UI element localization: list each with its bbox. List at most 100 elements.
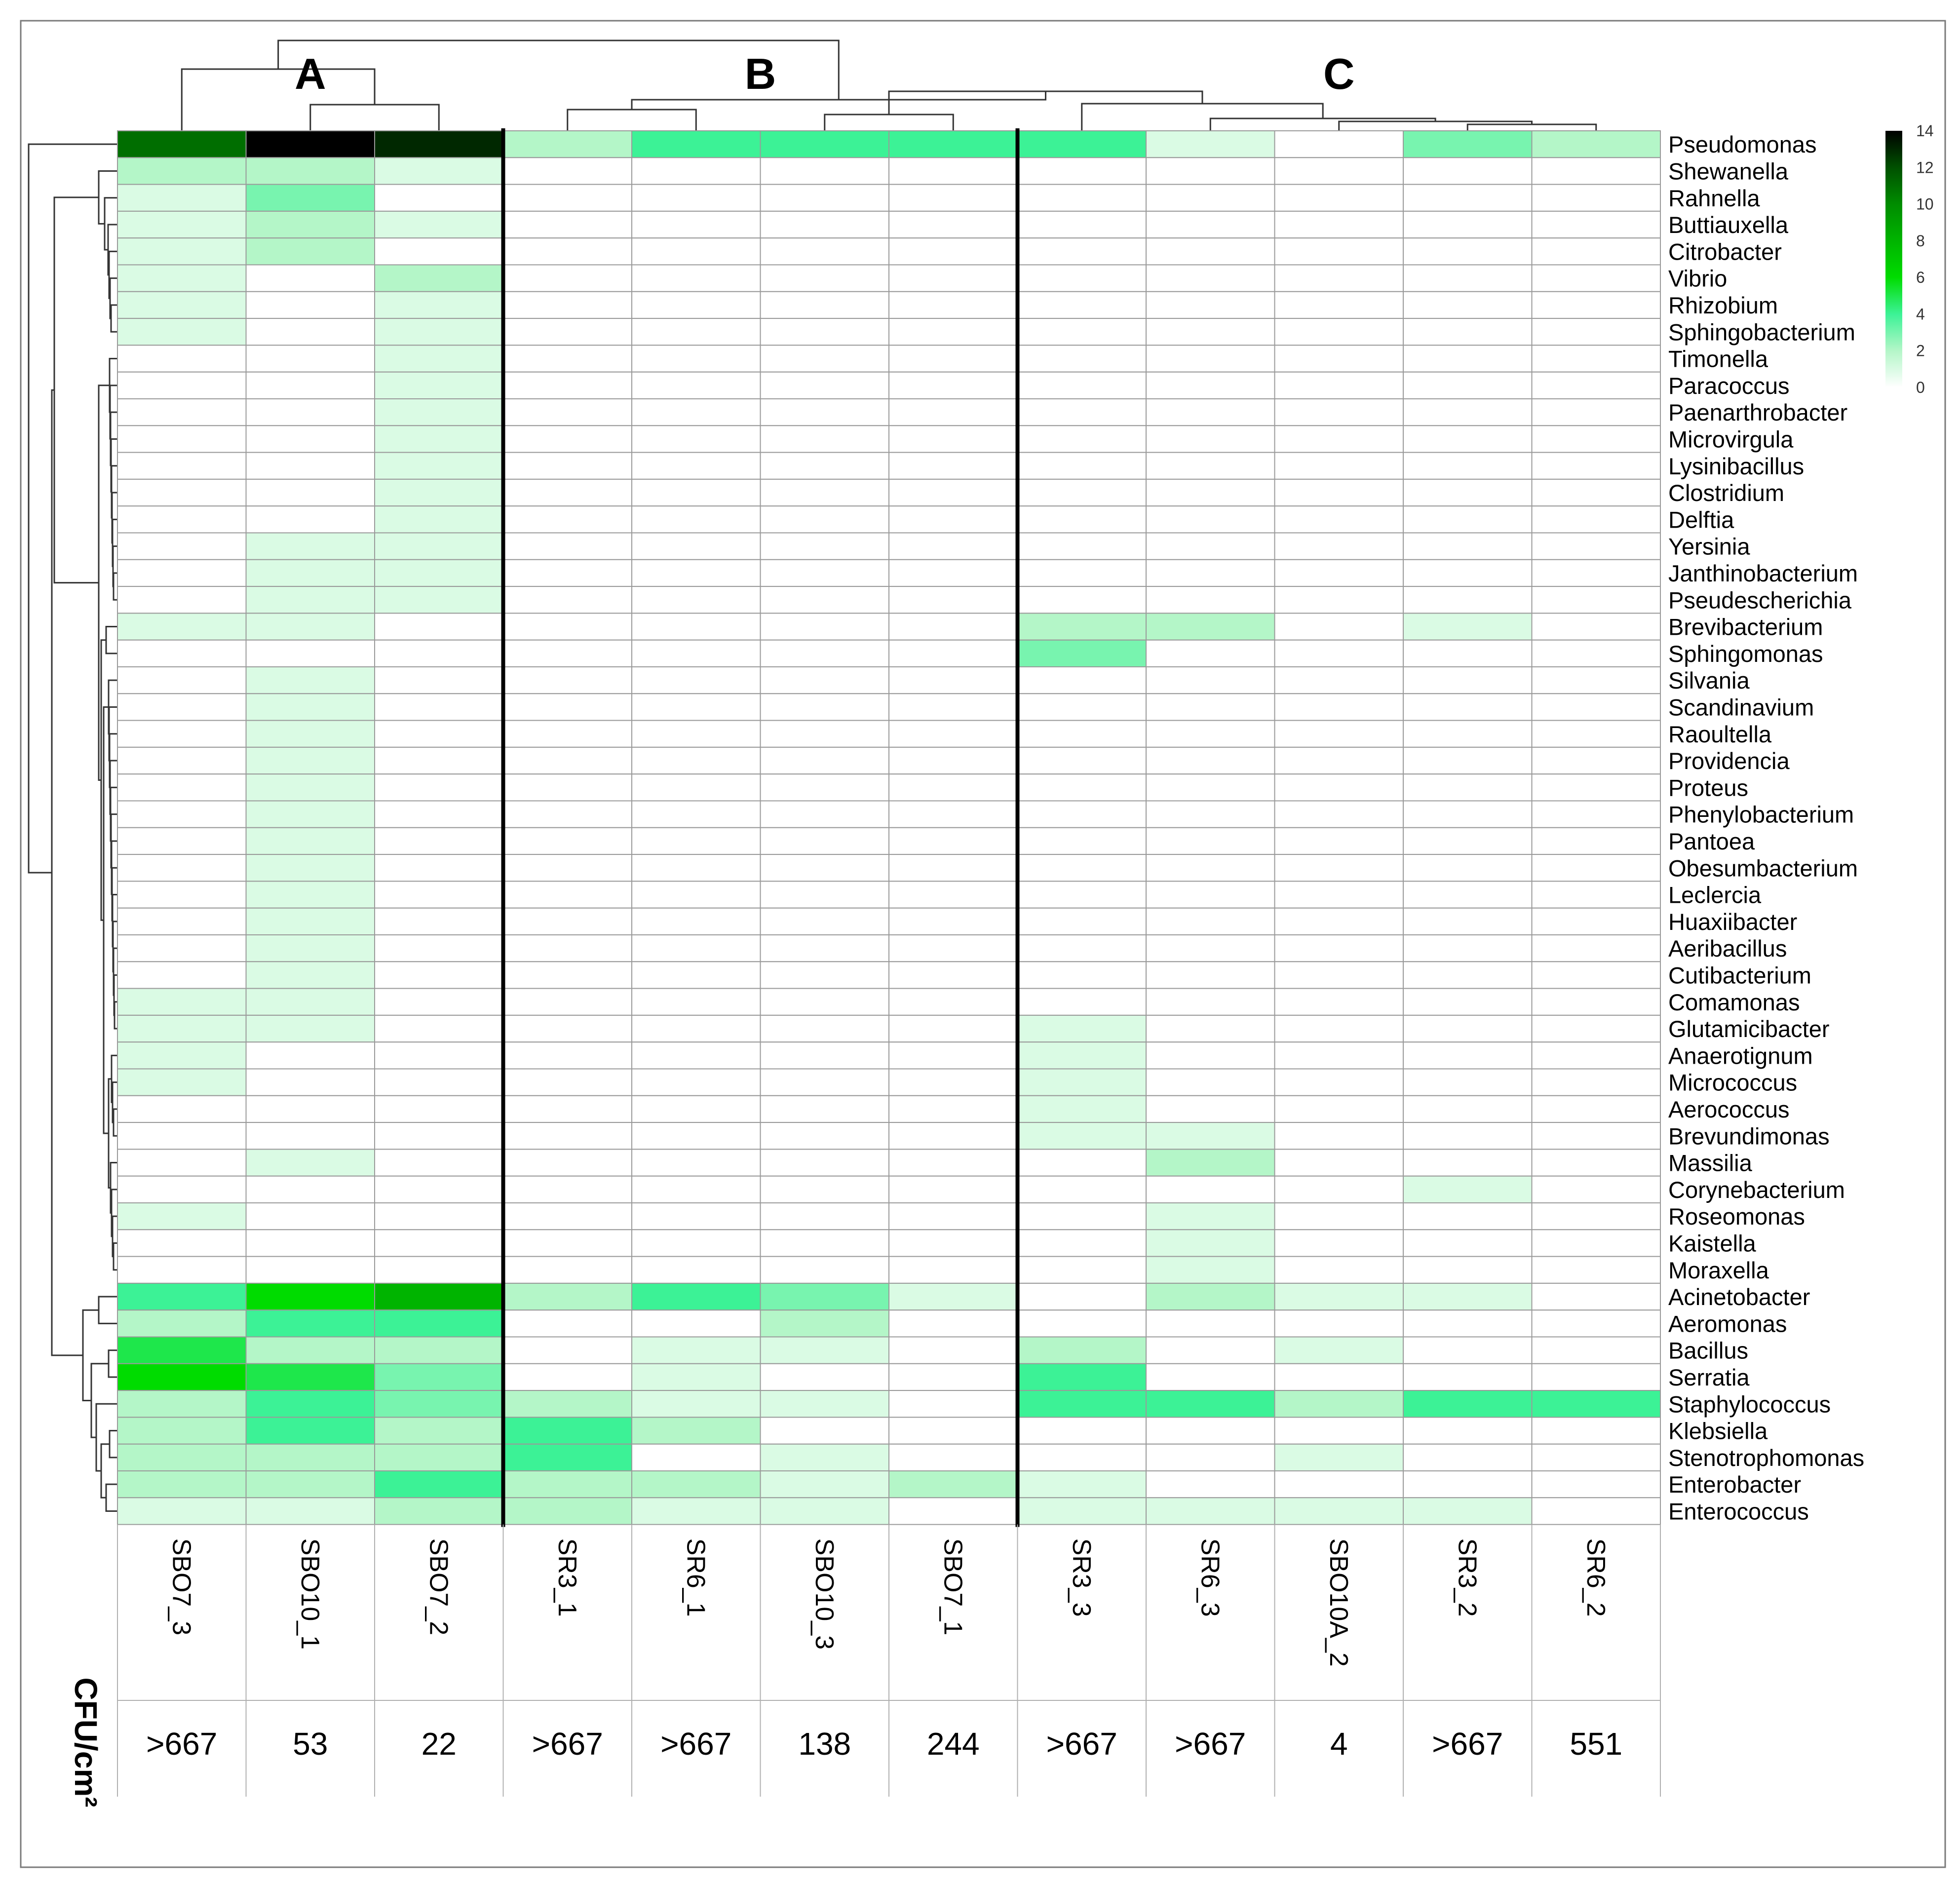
- heatmap-cell: [1531, 505, 1661, 534]
- heatmap-cell: [374, 1497, 504, 1525]
- heatmap-cell: [502, 1229, 632, 1257]
- heatmap-cell: [1403, 1336, 1533, 1364]
- row-label: Microvirgula: [1668, 426, 1794, 452]
- heatmap-cell: [760, 1309, 889, 1338]
- heatmap-cell: [1403, 559, 1533, 587]
- heatmap-cell: [502, 1256, 632, 1284]
- row-label: Raoultella: [1668, 721, 1772, 747]
- heatmap-cell: [117, 934, 247, 962]
- heatmap-cell: [374, 613, 504, 641]
- heatmap-cell: [1531, 800, 1661, 828]
- heatmap-cell: [1017, 478, 1147, 507]
- heatmap-cell: [502, 1041, 632, 1070]
- row-label: Pseudomonas: [1668, 131, 1816, 157]
- heatmap-cell: [1274, 746, 1404, 775]
- heatmap-cell: [631, 1202, 761, 1231]
- heatmap-cell: [502, 1014, 632, 1043]
- heatmap-cell: [888, 988, 1018, 1016]
- heatmap-cell: [1146, 1202, 1275, 1231]
- heatmap-cell: [1403, 1470, 1533, 1499]
- row-label: Scandinavium: [1668, 694, 1814, 720]
- heatmap-cell: [1017, 371, 1147, 400]
- heatmap-cell: [245, 130, 375, 158]
- heatmap-cell: [888, 1336, 1018, 1364]
- heatmap-cell: [245, 505, 375, 534]
- heatmap-cell: [1274, 1282, 1404, 1311]
- heatmap-cell: [117, 184, 247, 212]
- heatmap-cell: [1146, 639, 1275, 667]
- heatmap-cell: [1017, 613, 1147, 641]
- heatmap-cell: [1274, 452, 1404, 480]
- heatmap-cell: [888, 746, 1018, 775]
- color-scale-tick: 10: [1916, 195, 1934, 213]
- heatmap-cell: [1274, 854, 1404, 882]
- cfu-value: >667: [660, 1726, 731, 1762]
- heatmap-cell: [1146, 130, 1275, 158]
- heatmap-cell: [760, 184, 889, 212]
- heatmap-cell: [888, 237, 1018, 266]
- heatmap-cell: [502, 532, 632, 560]
- heatmap-cell: [888, 130, 1018, 158]
- color-scale-legend: 0 2 4 6 8 10 12 14: [1885, 122, 1934, 396]
- heatmap-cell: [631, 1256, 761, 1284]
- heatmap-cell: [245, 345, 375, 373]
- heatmap-cell: [245, 907, 375, 935]
- heatmap-cell: [374, 345, 504, 373]
- heatmap-cell: [245, 398, 375, 426]
- heatmap-cell: [117, 559, 247, 587]
- heatmap-cell: [1274, 505, 1404, 534]
- cfu-value: 138: [798, 1726, 851, 1762]
- heatmap-cell: [1146, 961, 1275, 989]
- heatmap-cell: [631, 1282, 761, 1311]
- row-label: Roseomonas: [1668, 1203, 1805, 1230]
- heatmap-cell: [1403, 1282, 1533, 1311]
- heatmap-cell: [1274, 1175, 1404, 1203]
- heatmap-cell: [888, 1014, 1018, 1043]
- heatmap-cell: [502, 1202, 632, 1231]
- heatmap-cell: [1403, 1497, 1533, 1525]
- heatmap-cell: [374, 1443, 504, 1471]
- column-label: SBO10_3: [810, 1539, 839, 1650]
- heatmap-cell: [631, 478, 761, 507]
- heatmap-cell: [1274, 639, 1404, 667]
- heatmap-cell: [888, 505, 1018, 534]
- heatmap-cell: [245, 1175, 375, 1203]
- heatmap-cell: [502, 1175, 632, 1203]
- heatmap-cell: [117, 237, 247, 266]
- heatmap-cell: [888, 1363, 1018, 1391]
- heatmap-cell: [1146, 1390, 1275, 1418]
- heatmap-cell: [117, 1122, 247, 1150]
- dendrogram-branch: [100, 639, 106, 921]
- row-label: Proteus: [1668, 774, 1748, 801]
- heatmap-cell: [1531, 1175, 1661, 1203]
- heatmap-cell: [1146, 398, 1275, 426]
- heatmap-cell: [502, 1363, 632, 1391]
- heatmap-cell: [502, 1497, 632, 1525]
- heatmap-cell: [888, 666, 1018, 694]
- heatmap-cell: [1531, 827, 1661, 855]
- heatmap-cell: [374, 505, 504, 534]
- heatmap-cell: [502, 639, 632, 667]
- heatmap-cell: [374, 1014, 504, 1043]
- heatmap-cell: [631, 505, 761, 534]
- heatmap-cell: [1146, 1229, 1275, 1257]
- heatmap-cell: [374, 1175, 504, 1203]
- row-label: Enterobacter: [1668, 1471, 1801, 1498]
- color-scale-tick: 2: [1916, 342, 1925, 360]
- heatmap-cell: [117, 1470, 247, 1499]
- heatmap-cell: [245, 666, 375, 694]
- heatmap-cell: [1403, 639, 1533, 667]
- heatmap-cell: [888, 934, 1018, 962]
- heatmap-cell: [1017, 318, 1147, 346]
- heatmap-cell: [760, 1122, 889, 1150]
- dendrogram-branch: [108, 1349, 117, 1378]
- cfu-value: >667: [1175, 1726, 1246, 1762]
- heatmap-cell: [1274, 425, 1404, 453]
- heatmap-cell: [117, 345, 247, 373]
- dendrogram-branch: [28, 143, 117, 874]
- heatmap-cell: [1274, 693, 1404, 721]
- heatmap-cell: [117, 988, 247, 1016]
- heatmap-cell: [1017, 130, 1147, 158]
- heatmap-cell: [117, 478, 247, 507]
